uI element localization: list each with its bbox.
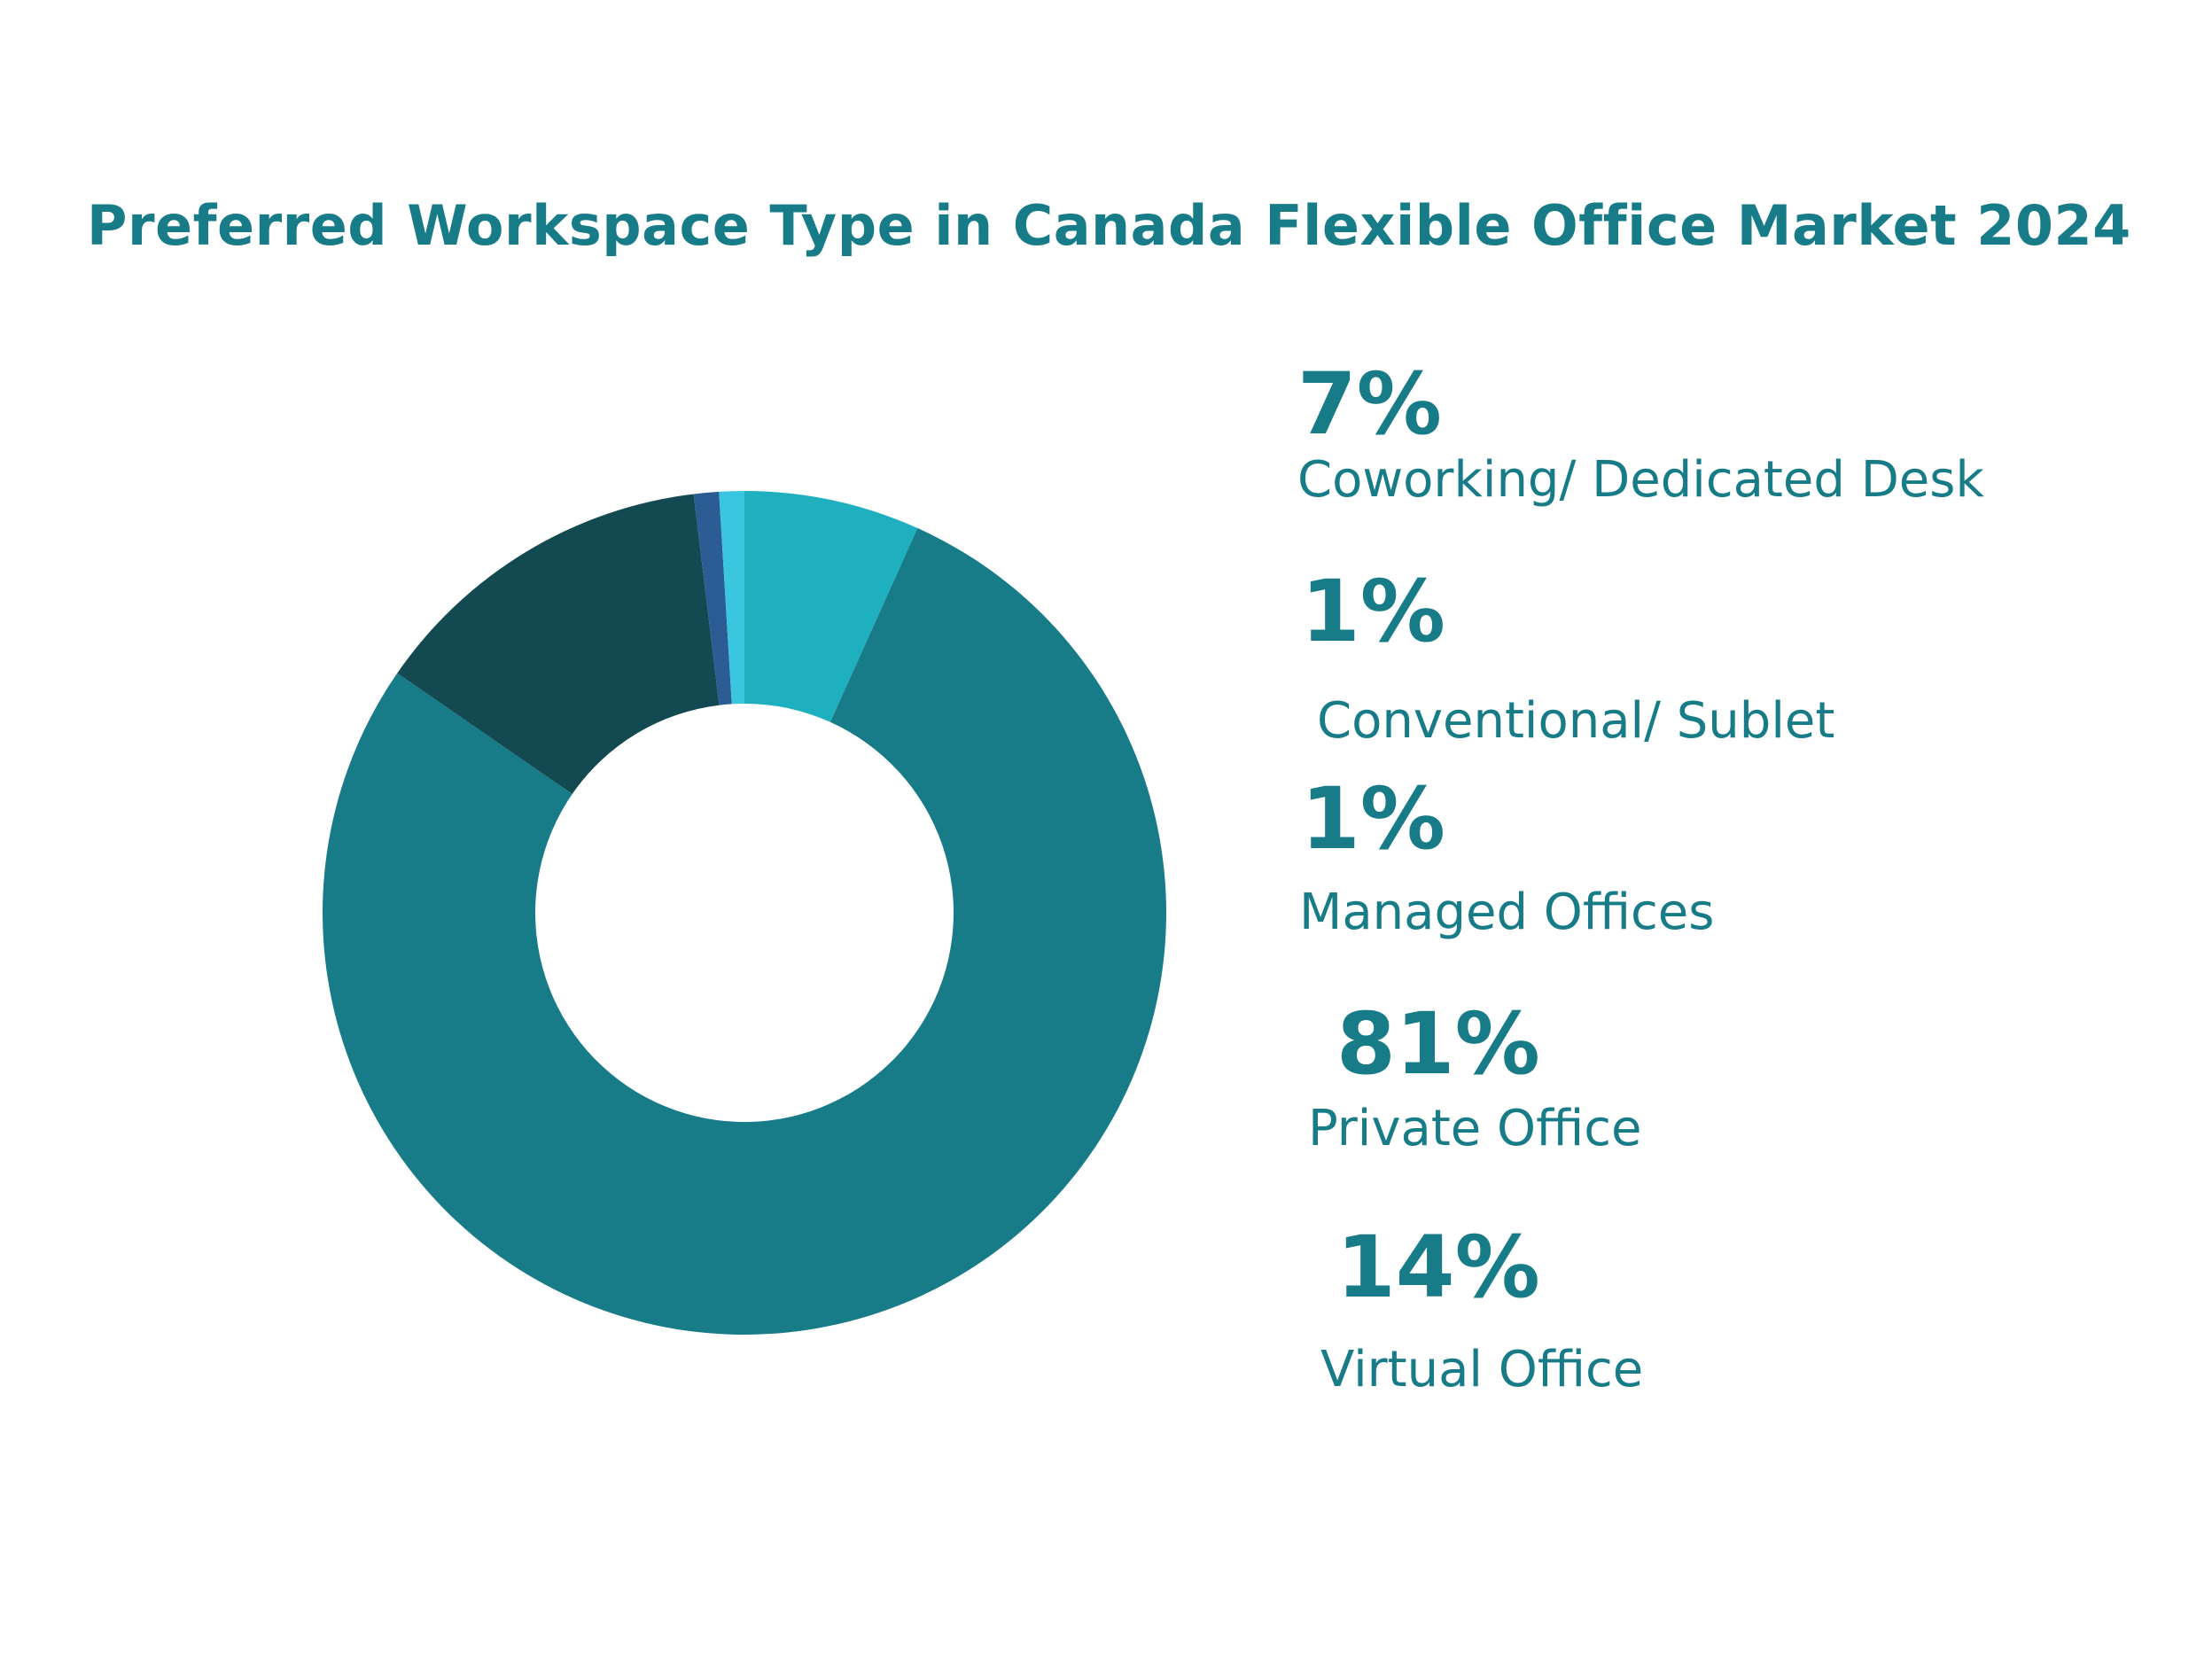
legend-label: Coworking/ Dedicated Desk <box>1297 451 1984 509</box>
legend-entry-conventional: 1% Conventional/ Sublet <box>1301 569 1834 746</box>
legend-entry-virtual: 14% Virtual Office <box>1320 1218 1643 1395</box>
donut-slice-coworking <box>744 491 918 722</box>
legend-label: Private Office <box>1308 1100 1642 1157</box>
legend-value: 1% <box>1301 769 1445 868</box>
legend-entry-coworking: 7% Coworking/ Dedicated Desk <box>1297 362 1984 505</box>
donut-slice-private <box>323 527 1166 1335</box>
legend-value: 81% <box>1336 994 1540 1094</box>
legend-value: 7% <box>1297 354 1442 454</box>
donut-slice-conventional <box>719 491 744 705</box>
legend-label: Managed Offices <box>1299 884 1715 941</box>
legend-entry-private: 81% Private Office <box>1308 994 1642 1154</box>
legend-label: Conventional/ Sublet <box>1317 692 1835 750</box>
chart-title: Preferred Workspace Type in Canada Flexi… <box>87 193 2131 258</box>
donut-slice-virtual <box>397 494 720 794</box>
donut-chart <box>323 491 1166 1335</box>
legend-value: 1% <box>1301 562 1445 661</box>
donut-slice-managed <box>693 491 732 705</box>
legend-entry-managed: 1% Managed Offices <box>1299 769 1715 941</box>
legend-value: 14% <box>1336 1218 1540 1317</box>
legend-label: Virtual Office <box>1320 1341 1644 1398</box>
